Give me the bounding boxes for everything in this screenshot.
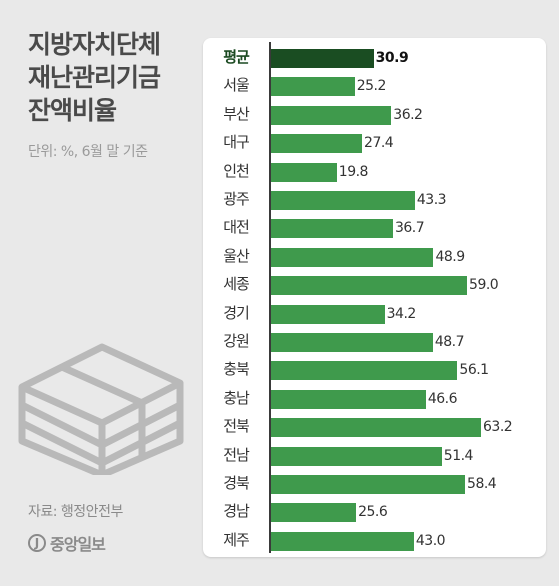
value-label: 46.6 [427,390,458,407]
bar-row: 부산 36.2 [203,100,546,128]
category-label: 서울 [223,76,250,95]
bar-row: 대전 36.7 [203,213,546,241]
bar-row: 경남 25.6 [203,497,546,525]
value-label: 34.2 [386,305,417,322]
category-label: 경기 [223,303,250,322]
bar [271,361,458,381]
bar [271,191,415,210]
bar-row: 광주 43.3 [203,185,546,213]
bar [271,475,466,494]
bar-row: 세종 59.0 [203,270,546,298]
category-label: 대구 [223,133,250,152]
value-label: 19.8 [338,163,369,180]
bar [271,418,481,438]
unit-note: 단위: %, 6월 말 기준 [28,144,148,160]
value-label: 43.3 [416,192,447,208]
bar-row: 제주 43.0 [203,526,546,554]
category-label: 광주 [223,190,250,208]
bar [271,304,385,324]
bar [271,446,442,466]
value-label: 27.4 [364,135,394,152]
bar-row: 경기 34.2 [203,299,546,327]
category-label: 평균 [223,48,250,66]
category-label: 경남 [223,502,250,521]
bar-row: 충북 56.1 [203,355,546,383]
value-label: 59.0 [469,277,499,294]
category-label: 충남 [223,388,250,407]
category-label: 충북 [223,360,250,379]
title-line-1: 지방자치단체 [28,30,161,59]
value-label: 48.7 [434,334,465,350]
category-label: 전북 [223,417,250,436]
bar [271,162,337,182]
title-line-2: 재난관리기금 [28,63,161,92]
money-stack-illustration [18,343,184,475]
category-label: 제주 [223,530,250,549]
bar [271,77,355,97]
category-label: 인천 [223,161,250,180]
category-label: 경북 [223,474,250,492]
value-label: 36.7 [394,220,425,237]
value-label: 25.6 [358,504,388,521]
bar-row: 강원 48.7 [203,327,546,355]
bar [271,276,468,296]
publisher-name: 중앙일보 [50,535,106,554]
value-label: 63.2 [483,419,513,436]
value-label: 25.2 [356,78,387,95]
value-label: 58.4 [467,476,497,492]
joongang-logo-icon: J [28,534,46,552]
source-note: 자료: 행정안전부 [28,504,123,520]
value-label: 48.9 [435,248,465,265]
bar-row: 울산 48.9 [203,242,546,270]
chart-title: 지방자치단체 재난관리기금 잔액비율 [28,28,161,127]
bar-row: 전남 51.4 [203,441,546,469]
bar-row: 평균 30.9 [203,43,546,71]
bar-row: 충남 46.6 [203,384,546,412]
value-label: 43.0 [415,532,446,549]
category-label: 부산 [223,104,250,123]
bar [271,503,357,523]
category-label: 강원 [223,332,250,350]
bar-row: 인천 19.8 [203,157,546,185]
bar-row: 경북 58.4 [203,469,546,497]
value-label: 36.2 [393,106,423,123]
bar [271,49,374,68]
category-label: 세종 [223,275,250,294]
bar [271,134,363,154]
bar [271,333,433,352]
value-label: 56.1 [459,362,489,379]
bar [271,247,434,267]
value-label: 30.9 [375,50,409,66]
title-line-3: 잔액비율 [28,96,117,125]
bar [271,389,426,409]
category-label: 대전 [223,218,250,237]
axis-line [269,42,271,553]
bar [271,219,393,239]
chart-panel: 평균 30.9 서울 25.2 부산 36.2 대구 27.4 인천 19.8 광주 43.3 대전 36… [203,38,546,557]
category-label: 울산 [223,246,250,265]
bar-row: 전북 63.2 [203,412,546,440]
bar [271,531,414,551]
publisher-logo: J 중앙일보 [28,531,106,555]
bar-row: 대구 27.4 [203,128,546,156]
bar-row: 서울 25.2 [203,71,546,99]
category-label: 전남 [223,445,250,464]
bar [271,105,392,125]
value-label: 51.4 [443,447,474,464]
